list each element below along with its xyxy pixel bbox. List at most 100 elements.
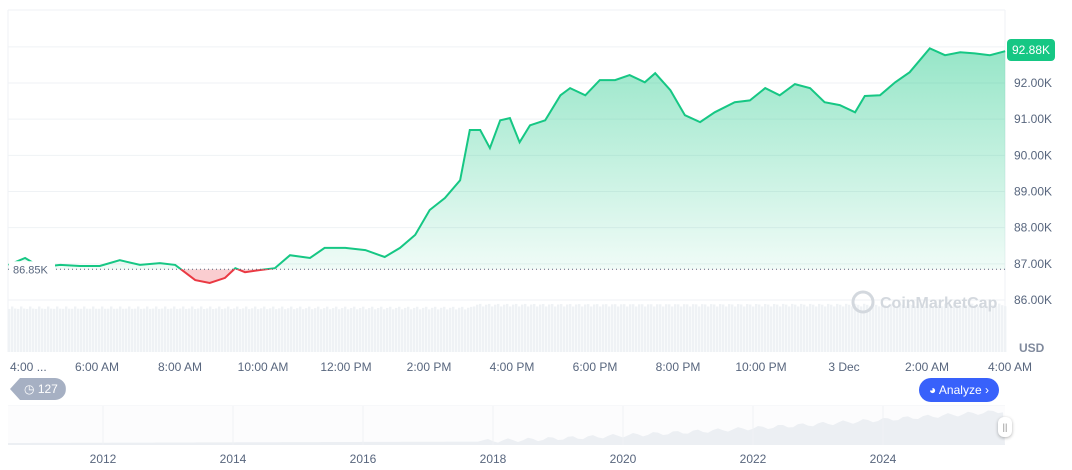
volume-bar [158, 308, 161, 352]
volume-bar [395, 307, 398, 352]
volume-bar [767, 304, 770, 352]
volume-bar [155, 306, 158, 352]
volume-bar [836, 303, 839, 352]
volume-bar [632, 304, 635, 352]
volume-bar [851, 306, 854, 352]
volume-bar [794, 304, 797, 352]
volume-bar [353, 306, 356, 352]
volume-bar [536, 306, 539, 352]
volume-bar [191, 306, 194, 352]
y-tick-label: 92.00K [1014, 76, 1052, 90]
y-tick-label: 87.00K [1014, 257, 1052, 271]
volume-bar [596, 304, 599, 352]
volume-bar [281, 306, 284, 352]
navigator-handle[interactable]: || [998, 417, 1012, 437]
volume-bar [824, 306, 827, 352]
volume-bar [77, 308, 80, 352]
volume-bar [311, 309, 314, 352]
volume-bar [803, 304, 806, 352]
volume-bar [542, 303, 545, 352]
volume-bar [806, 306, 809, 352]
volume-bar [530, 304, 533, 352]
volume-bar [458, 307, 461, 352]
volume-bar [377, 307, 380, 352]
volume-bar [131, 308, 134, 352]
volume-bar [14, 308, 17, 352]
volume-bar [917, 303, 920, 352]
volume-bar [335, 306, 338, 352]
volume-bar [941, 306, 944, 352]
volume-bar [863, 303, 866, 352]
volume-bar [407, 306, 410, 352]
volume-bar [413, 307, 416, 352]
volume-bar [74, 306, 77, 352]
volume-bar [488, 303, 491, 352]
volume-bar [392, 309, 395, 352]
volume-bar [626, 306, 629, 352]
volume-bar [869, 306, 872, 352]
volume-bar [668, 304, 671, 352]
volume-bar [221, 309, 224, 352]
volume-bar [701, 304, 704, 352]
volume-bar [620, 304, 623, 352]
volume-bar [389, 306, 392, 352]
x-tick-label: 4:00 AM [988, 360, 1032, 374]
volume-bar [227, 306, 230, 352]
volume-bar [197, 308, 200, 352]
analyze-button[interactable]: ◕ Analyze › [919, 378, 999, 402]
volume-bar [845, 303, 848, 352]
volume-bar [68, 308, 71, 352]
y-tick-label: 90.00K [1014, 148, 1052, 162]
volume-bar [356, 309, 359, 352]
volume-bar [470, 306, 473, 352]
volume-bar [809, 303, 812, 352]
volume-bar [8, 308, 11, 352]
volume-bar [338, 309, 341, 352]
volume-bar [662, 306, 665, 352]
volume-bar [269, 308, 272, 352]
volume-bar [623, 304, 626, 352]
volume-bar [56, 306, 59, 352]
volume-bar [614, 304, 617, 352]
volume-bar [476, 304, 479, 352]
volume-bar [929, 304, 932, 352]
volume-bar [296, 308, 299, 352]
volume-bar [230, 309, 233, 352]
navigator-year-label: 2024 [870, 452, 897, 466]
volume-bar [653, 306, 656, 352]
volume-bar [308, 306, 311, 352]
volume-bar [962, 303, 965, 352]
volume-bar [143, 308, 146, 352]
volume-bar [578, 304, 581, 352]
volume-bar [746, 304, 749, 352]
volume-bar [419, 309, 422, 352]
volume-bar [923, 306, 926, 352]
volume-bar [812, 304, 815, 352]
volume-bar [965, 305, 968, 352]
volume-bar [164, 306, 167, 352]
x-tick-label: 8:00 AM [158, 360, 202, 374]
volume-bar [572, 306, 575, 352]
volume-bar [65, 306, 68, 352]
history-button[interactable]: ◷ 127 [10, 378, 66, 400]
volume-bar [428, 309, 431, 352]
volume-bar [986, 306, 989, 352]
volume-bar [314, 308, 317, 352]
volume-bar [122, 308, 125, 352]
volume-bar [854, 303, 857, 352]
volume-bar [479, 303, 482, 352]
volume-bar [53, 308, 56, 352]
volume-bar [875, 304, 878, 352]
volume-bar [125, 308, 128, 352]
volume-bar [638, 304, 641, 352]
volume-bar [215, 308, 218, 352]
volume-bar [896, 306, 899, 352]
volume-bar [443, 306, 446, 352]
volume-bar [905, 306, 908, 352]
volume-bar [953, 303, 956, 352]
volume-bar [857, 304, 860, 352]
navigator-year-label: 2020 [610, 452, 637, 466]
volume-bar [44, 308, 47, 352]
volume-bar [368, 308, 371, 352]
